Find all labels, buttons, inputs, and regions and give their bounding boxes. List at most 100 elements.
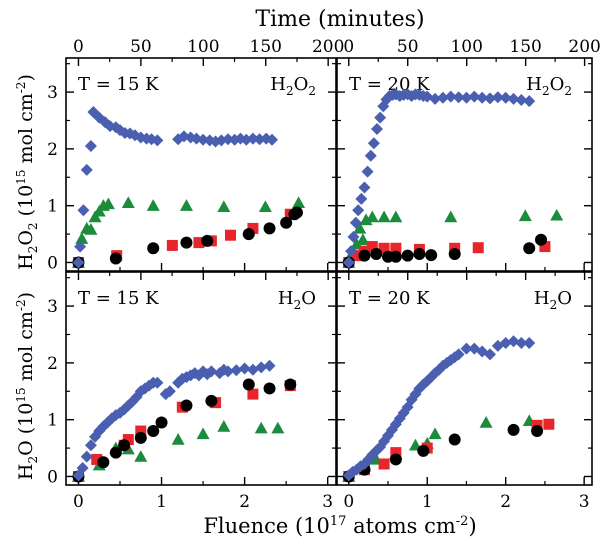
- triangle-point: [134, 450, 148, 462]
- diamond-point: [499, 337, 512, 349]
- panel-species-label: H2O: [534, 288, 572, 312]
- diamond-point: [355, 192, 368, 205]
- square-point: [472, 242, 484, 254]
- diamond-point: [468, 90, 481, 103]
- triangle-point: [258, 200, 272, 213]
- square-point: [351, 250, 363, 262]
- circle-point: [417, 444, 430, 457]
- top-tick-label: 50: [397, 37, 419, 57]
- triangle-point: [75, 232, 89, 244]
- triangle-point: [377, 210, 391, 223]
- x-tick-label: 3: [579, 492, 590, 512]
- top-tick-label: 200: [568, 37, 600, 57]
- diamond-point: [429, 92, 442, 105]
- circle-point: [370, 247, 383, 260]
- panel-species-label: H2O: [278, 288, 316, 312]
- square-point: [135, 425, 147, 437]
- diamond-point: [523, 337, 536, 349]
- panel-temperature-label: T = 15 K: [78, 74, 159, 95]
- y-tick-label: 2: [47, 140, 58, 160]
- y-tick-label: 0: [47, 253, 58, 273]
- square-point: [224, 229, 236, 241]
- panel-top-left: 0 1 2 3 0 50 100 150 200 T = 15 K H2O2: [47, 37, 344, 273]
- diamond-point: [74, 240, 87, 253]
- triangle-point: [217, 419, 231, 432]
- diamond-point: [460, 91, 473, 104]
- diamond-point: [246, 132, 259, 145]
- diamond-point: [452, 91, 465, 104]
- diamond-point: [72, 256, 85, 269]
- triangle-point: [196, 427, 210, 440]
- circle-point: [263, 382, 276, 395]
- diamond-point: [246, 363, 259, 376]
- circle-point: [425, 249, 438, 262]
- diamond-point: [349, 216, 362, 229]
- diamond-point: [222, 365, 234, 378]
- square-point: [91, 453, 103, 465]
- circle-point: [205, 394, 218, 407]
- circle-point: [147, 242, 160, 255]
- diamond-point: [197, 133, 210, 146]
- diamond-point: [499, 91, 512, 104]
- y-tick-label: 3: [47, 297, 58, 317]
- diamond-point: [507, 92, 520, 105]
- diamond-point: [358, 181, 371, 194]
- diamond-point: [80, 450, 93, 463]
- triangle-point: [389, 210, 403, 223]
- circle-point: [280, 216, 293, 229]
- top-tick-label: 100: [187, 37, 219, 57]
- circle-point: [531, 425, 544, 438]
- triangle-point: [254, 421, 268, 434]
- diamond-point: [476, 91, 489, 104]
- diamond-point: [507, 335, 520, 348]
- diamond-point: [80, 163, 93, 176]
- diamond-point: [367, 137, 380, 150]
- y-tick-label: 2: [47, 354, 58, 374]
- diamond-point: [345, 245, 358, 258]
- triangle-point: [84, 223, 98, 235]
- diamond-point: [84, 439, 97, 452]
- square-point: [543, 418, 555, 430]
- y-tick-label: 1: [47, 411, 58, 431]
- triangle-point: [271, 421, 285, 434]
- diamond-point: [371, 123, 384, 135]
- circle-point: [155, 416, 168, 429]
- triangle-point: [146, 199, 160, 211]
- diamond-point: [491, 91, 504, 104]
- circle-point: [535, 233, 547, 246]
- triangle-point: [356, 233, 370, 245]
- panel-frame: [336, 57, 593, 272]
- x-tick-label: 1: [156, 492, 167, 512]
- circle-point: [448, 433, 461, 446]
- square-point: [378, 242, 390, 254]
- circle-point: [242, 228, 255, 241]
- top-tick-label: 50: [130, 37, 152, 57]
- square-point: [390, 242, 402, 254]
- diamond-point: [352, 204, 365, 217]
- triangle-point: [121, 196, 135, 209]
- top-tick-label: 0: [73, 37, 84, 57]
- panel-top-right: 0 50 100 150 200 T = 20 K H2O2: [336, 37, 601, 272]
- circle-point: [413, 247, 426, 260]
- triangle-point: [518, 209, 532, 222]
- x-tick-label: 2: [500, 492, 511, 512]
- circle-point: [448, 247, 461, 260]
- diamond-point: [163, 385, 176, 398]
- diamond-point: [99, 116, 112, 129]
- x-tick-label: 2: [239, 492, 250, 512]
- circle-point: [507, 423, 520, 436]
- circle-point: [523, 242, 536, 255]
- diamond-point: [263, 359, 276, 372]
- diamond-point: [151, 134, 164, 147]
- top-tick-label: 150: [250, 37, 282, 57]
- diamond-point: [361, 165, 374, 178]
- x-tick-label: 3: [322, 492, 333, 512]
- diamond-point: [266, 133, 279, 146]
- diamond-point: [347, 230, 360, 243]
- circle-point: [263, 222, 276, 235]
- diamond-point: [342, 256, 355, 269]
- diamond-point: [515, 94, 528, 107]
- circle-point: [242, 378, 255, 391]
- circle-point: [147, 425, 160, 438]
